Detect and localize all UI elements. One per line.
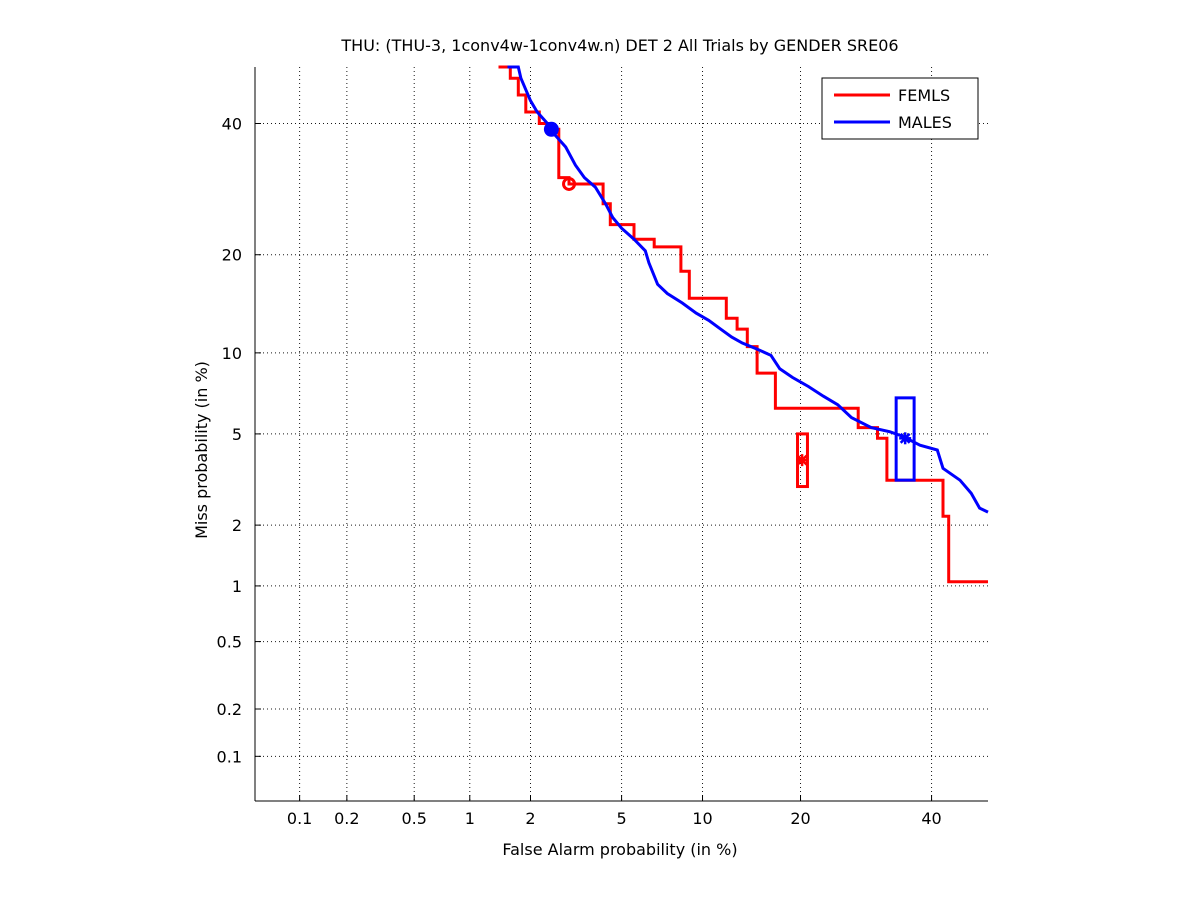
legend-label-males: MALES	[898, 113, 952, 132]
y-axis-label: Miss probability (in %)	[192, 361, 211, 539]
operating-point-femls	[562, 176, 577, 191]
y-tick-label: 2	[232, 516, 242, 535]
legend-box	[821, 77, 979, 140]
x-tick-label: 2	[525, 809, 535, 828]
star-marker-femls	[796, 454, 809, 467]
legend: FEMLS MALES	[821, 77, 979, 140]
plot-area	[255, 67, 988, 801]
x-tick-label: 40	[921, 809, 941, 828]
y-tick-label: 20	[222, 246, 242, 265]
x-tick-labels: 0.1 0.2 0.5 1 2 5 10 20 40	[287, 795, 942, 828]
confidence-box-males	[894, 396, 916, 482]
x-tick-label: 5	[616, 809, 626, 828]
x-axis-label: False Alarm probability (in %)	[502, 840, 737, 859]
y-tick-label: 0.1	[217, 747, 242, 766]
x-tick-label: 10	[692, 809, 712, 828]
legend-label-femls: FEMLS	[898, 86, 950, 105]
y-tick-label: 0.5	[217, 633, 242, 652]
x-tick-label: 20	[790, 809, 810, 828]
x-tick-label: 0.2	[334, 809, 359, 828]
y-tick-label: 1	[232, 577, 242, 596]
y-tick-labels: 0.1 0.2 0.5 1 2 5 10 20 40	[217, 115, 261, 766]
x-tick-label: 0.5	[401, 809, 426, 828]
y-tick-label: 10	[222, 344, 242, 363]
x-tick-label: 0.1	[287, 809, 312, 828]
x-tick-label: 1	[465, 809, 475, 828]
operating-point-males	[543, 121, 559, 137]
chart-title: THU: (THU-3, 1conv4w-1conv4w.n) DET 2 Al…	[340, 36, 898, 55]
y-tick-label: 40	[222, 115, 242, 134]
markers	[543, 121, 916, 489]
y-tick-label: 0.2	[217, 700, 242, 719]
star-marker-males	[899, 432, 912, 445]
y-tick-label: 5	[232, 425, 242, 444]
